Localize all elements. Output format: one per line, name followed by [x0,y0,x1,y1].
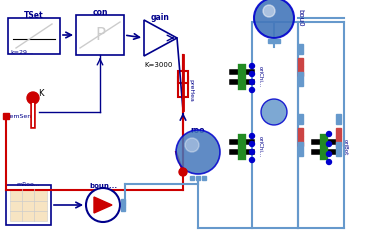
Circle shape [185,138,199,152]
Text: P: P [95,26,105,44]
Circle shape [249,142,255,146]
Bar [121,207,125,211]
Circle shape [27,92,39,104]
Circle shape [261,99,287,125]
Circle shape [254,0,294,38]
Text: oriChi...: oriChi... [258,136,263,158]
Bar [8,18,60,54]
Bar [298,128,303,136]
Bar [121,203,125,207]
Circle shape [327,142,331,146]
Text: bou0: bou0 [297,9,303,27]
Bar [298,72,303,86]
Circle shape [249,158,255,162]
Bar [336,128,341,136]
Text: temSen: temSen [8,114,32,118]
Text: boun...: boun... [89,183,117,189]
Bar [3,113,9,119]
Circle shape [263,5,275,17]
Text: con: con [92,8,108,17]
Bar [298,114,303,124]
Bar [178,77,188,97]
Bar [202,176,206,180]
Text: preHea: preHea [188,78,193,102]
Bar [298,58,303,66]
Bar [298,66,303,76]
Bar [336,136,341,146]
Circle shape [249,64,255,68]
Text: roo: roo [191,126,205,135]
Bar [336,114,341,124]
Bar [6,185,51,225]
Text: K=3000: K=3000 [144,62,172,68]
Bar [121,199,125,203]
Polygon shape [94,197,112,213]
Circle shape [249,80,255,84]
Circle shape [249,150,255,154]
Text: gain: gain [151,13,169,22]
Circle shape [249,72,255,76]
Text: mRoo...: mRoo... [17,182,40,187]
Bar [252,22,298,228]
Text: TSet: TSet [24,11,44,20]
Bar [76,15,124,55]
Bar [268,39,272,43]
Circle shape [179,168,187,176]
Bar [10,189,47,221]
Bar [190,176,194,180]
Bar [298,136,303,146]
Text: K: K [38,88,44,98]
Bar [272,39,276,43]
Circle shape [249,88,255,92]
Bar [298,44,303,54]
Text: oriBot: oriBot [343,139,348,155]
Circle shape [86,188,120,222]
Bar [298,142,303,156]
Circle shape [327,160,331,164]
Bar [196,176,200,180]
Circle shape [327,132,331,136]
Circle shape [176,130,220,174]
Bar [336,142,341,156]
Text: oriChi...: oriChi... [258,66,263,87]
Circle shape [249,134,255,138]
Text: k=29...: k=29... [10,50,33,55]
Bar [276,39,280,43]
Bar [178,71,188,83]
Circle shape [327,152,331,156]
